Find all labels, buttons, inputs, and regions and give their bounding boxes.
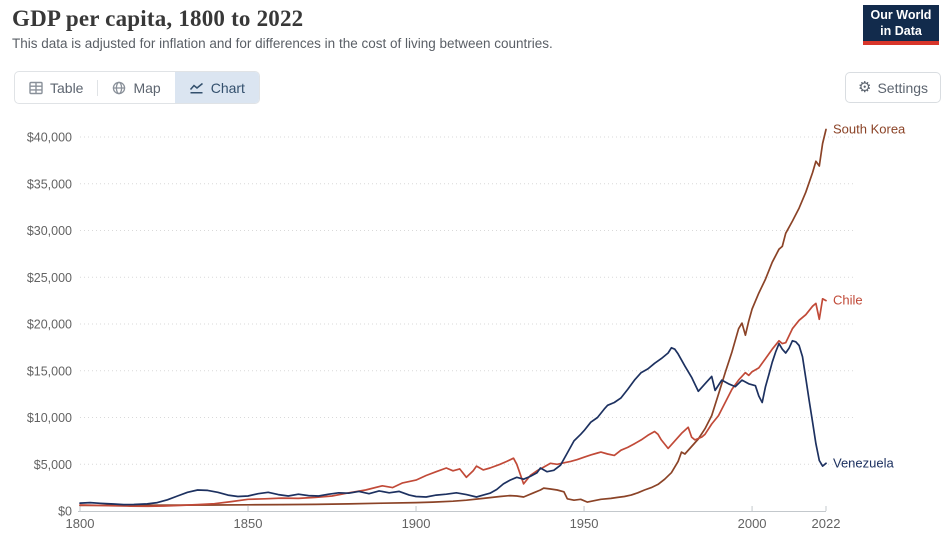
series-line-venezuela[interactable] — [79, 339, 827, 506]
series-line-chile[interactable] — [79, 297, 827, 508]
y-axis-label: $10,000 — [27, 411, 72, 425]
y-axis-label: $15,000 — [27, 364, 72, 378]
table-icon — [29, 81, 43, 95]
settings-label: Settings — [877, 79, 929, 96]
y-axis-label: $30,000 — [27, 224, 72, 238]
tab-table[interactable]: Table — [15, 72, 97, 103]
y-axis-label: $0 — [58, 505, 72, 519]
view-tabs: Table Map Chart — [14, 71, 260, 104]
y-axis-label: $5,000 — [34, 458, 72, 472]
y-axis-label: $20,000 — [27, 318, 72, 332]
x-axis-label: 2022 — [812, 516, 841, 531]
x-axis-label: 1900 — [402, 516, 431, 531]
x-axis-label: 2000 — [738, 516, 767, 531]
owid-logo[interactable]: Our World in Data — [863, 5, 939, 46]
x-axis-label: 1950 — [570, 516, 599, 531]
y-axis-label: $35,000 — [27, 177, 72, 191]
series-line-south-korea[interactable] — [79, 128, 827, 507]
x-axis-label: 1850 — [234, 516, 263, 531]
owid-logo-line2: in Data — [880, 23, 922, 38]
tab-chart-label: Chart — [210, 79, 245, 96]
tab-map-label: Map — [133, 79, 161, 96]
tab-chart[interactable]: Chart — [174, 72, 259, 103]
y-axis-label: $40,000 — [27, 131, 72, 145]
tab-table-label: Table — [50, 79, 84, 96]
series-label-chile[interactable]: Chile — [833, 293, 863, 308]
x-axis-label: 1800 — [66, 516, 95, 531]
tab-divider — [97, 79, 99, 96]
owid-logo-line1: Our World — [870, 8, 932, 22]
gear-icon: ⚙ — [858, 78, 872, 96]
series-label-venezuela[interactable]: Venezuela — [833, 455, 894, 470]
settings-button[interactable]: ⚙ Settings — [845, 72, 941, 103]
series-label-south-korea[interactable]: South Korea — [833, 122, 906, 137]
line-chart-icon — [189, 81, 204, 95]
y-axis-label: $25,000 — [27, 271, 72, 285]
page-title: GDP per capita, 1800 to 2022 — [12, 6, 304, 31]
gdp-line-chart[interactable]: $0 $5,000 $10,000 $15,000 $20,000 $25,000 $30,… — [0, 110, 941, 542]
chart-subtitle: This data is adjusted for inflation and … — [12, 36, 553, 52]
globe-icon — [112, 81, 126, 95]
tab-map[interactable]: Map — [98, 72, 174, 103]
